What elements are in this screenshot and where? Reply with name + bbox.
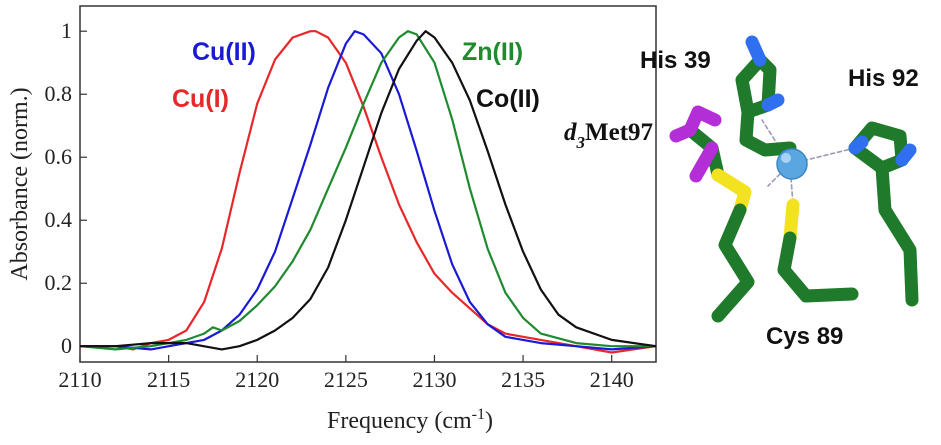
series-line-co-ii	[80, 30, 657, 351]
series-line-cu-ii	[80, 30, 657, 351]
metal-ion	[776, 148, 808, 180]
series-label-co-ii: Co(II)	[476, 85, 540, 113]
series-lines	[79, 30, 657, 354]
x-tick-label: 2120	[235, 367, 279, 392]
his92-residue	[848, 121, 919, 307]
y-axis-ticks: 0 0.2 0.4 0.6 0.8 1	[45, 18, 87, 358]
x-axis-label: Frequency (cm-1)	[327, 406, 493, 434]
label-his39: His 39	[640, 47, 711, 74]
label-met97: d3Met97	[564, 119, 653, 152]
x-tick-label: 2110	[58, 367, 101, 392]
plot-frame	[79, 5, 657, 363]
x-axis-ticks: 2110 2115 2120 2125 2130 2135 2140	[58, 355, 634, 392]
series-line-cu-i	[80, 30, 657, 354]
series-label-cu-i: Cu(I)	[172, 85, 229, 113]
series-label-zn-ii: Zn(II)	[462, 38, 523, 66]
y-tick-label: 0	[61, 333, 72, 358]
y-tick-label: 0.8	[45, 81, 73, 106]
y-tick-label: 1	[61, 18, 72, 43]
met97-residue	[669, 105, 755, 323]
y-tick-label: 0.4	[45, 207, 73, 232]
plot-area: 2110 2115 2120 2125 2130 2135 2140 00.20.40.60…	[45, 5, 657, 392]
y-tick-label: 0.2	[45, 270, 73, 295]
y-tick-label: 0.6	[45, 144, 73, 169]
y-axis-label: Absorbance (norm.)	[7, 87, 33, 280]
x-tick-label: 2125	[324, 367, 368, 392]
series-label-cu-ii: Cu(II)	[192, 38, 256, 66]
x-tick-label: 2135	[501, 367, 545, 392]
his39-residue	[735, 35, 797, 157]
coordination-bonds	[761, 119, 856, 206]
series-line-zn-ii	[79, 30, 656, 351]
x-tick-label: 2140	[590, 367, 634, 392]
label-his92: His 92	[848, 65, 919, 92]
x-tick-label: 2115	[147, 367, 190, 392]
active-site-structure	[669, 35, 919, 323]
x-tick-label: 2130	[412, 367, 456, 392]
label-cys89: Cys 89	[766, 323, 843, 350]
cys89-residue	[777, 198, 859, 303]
